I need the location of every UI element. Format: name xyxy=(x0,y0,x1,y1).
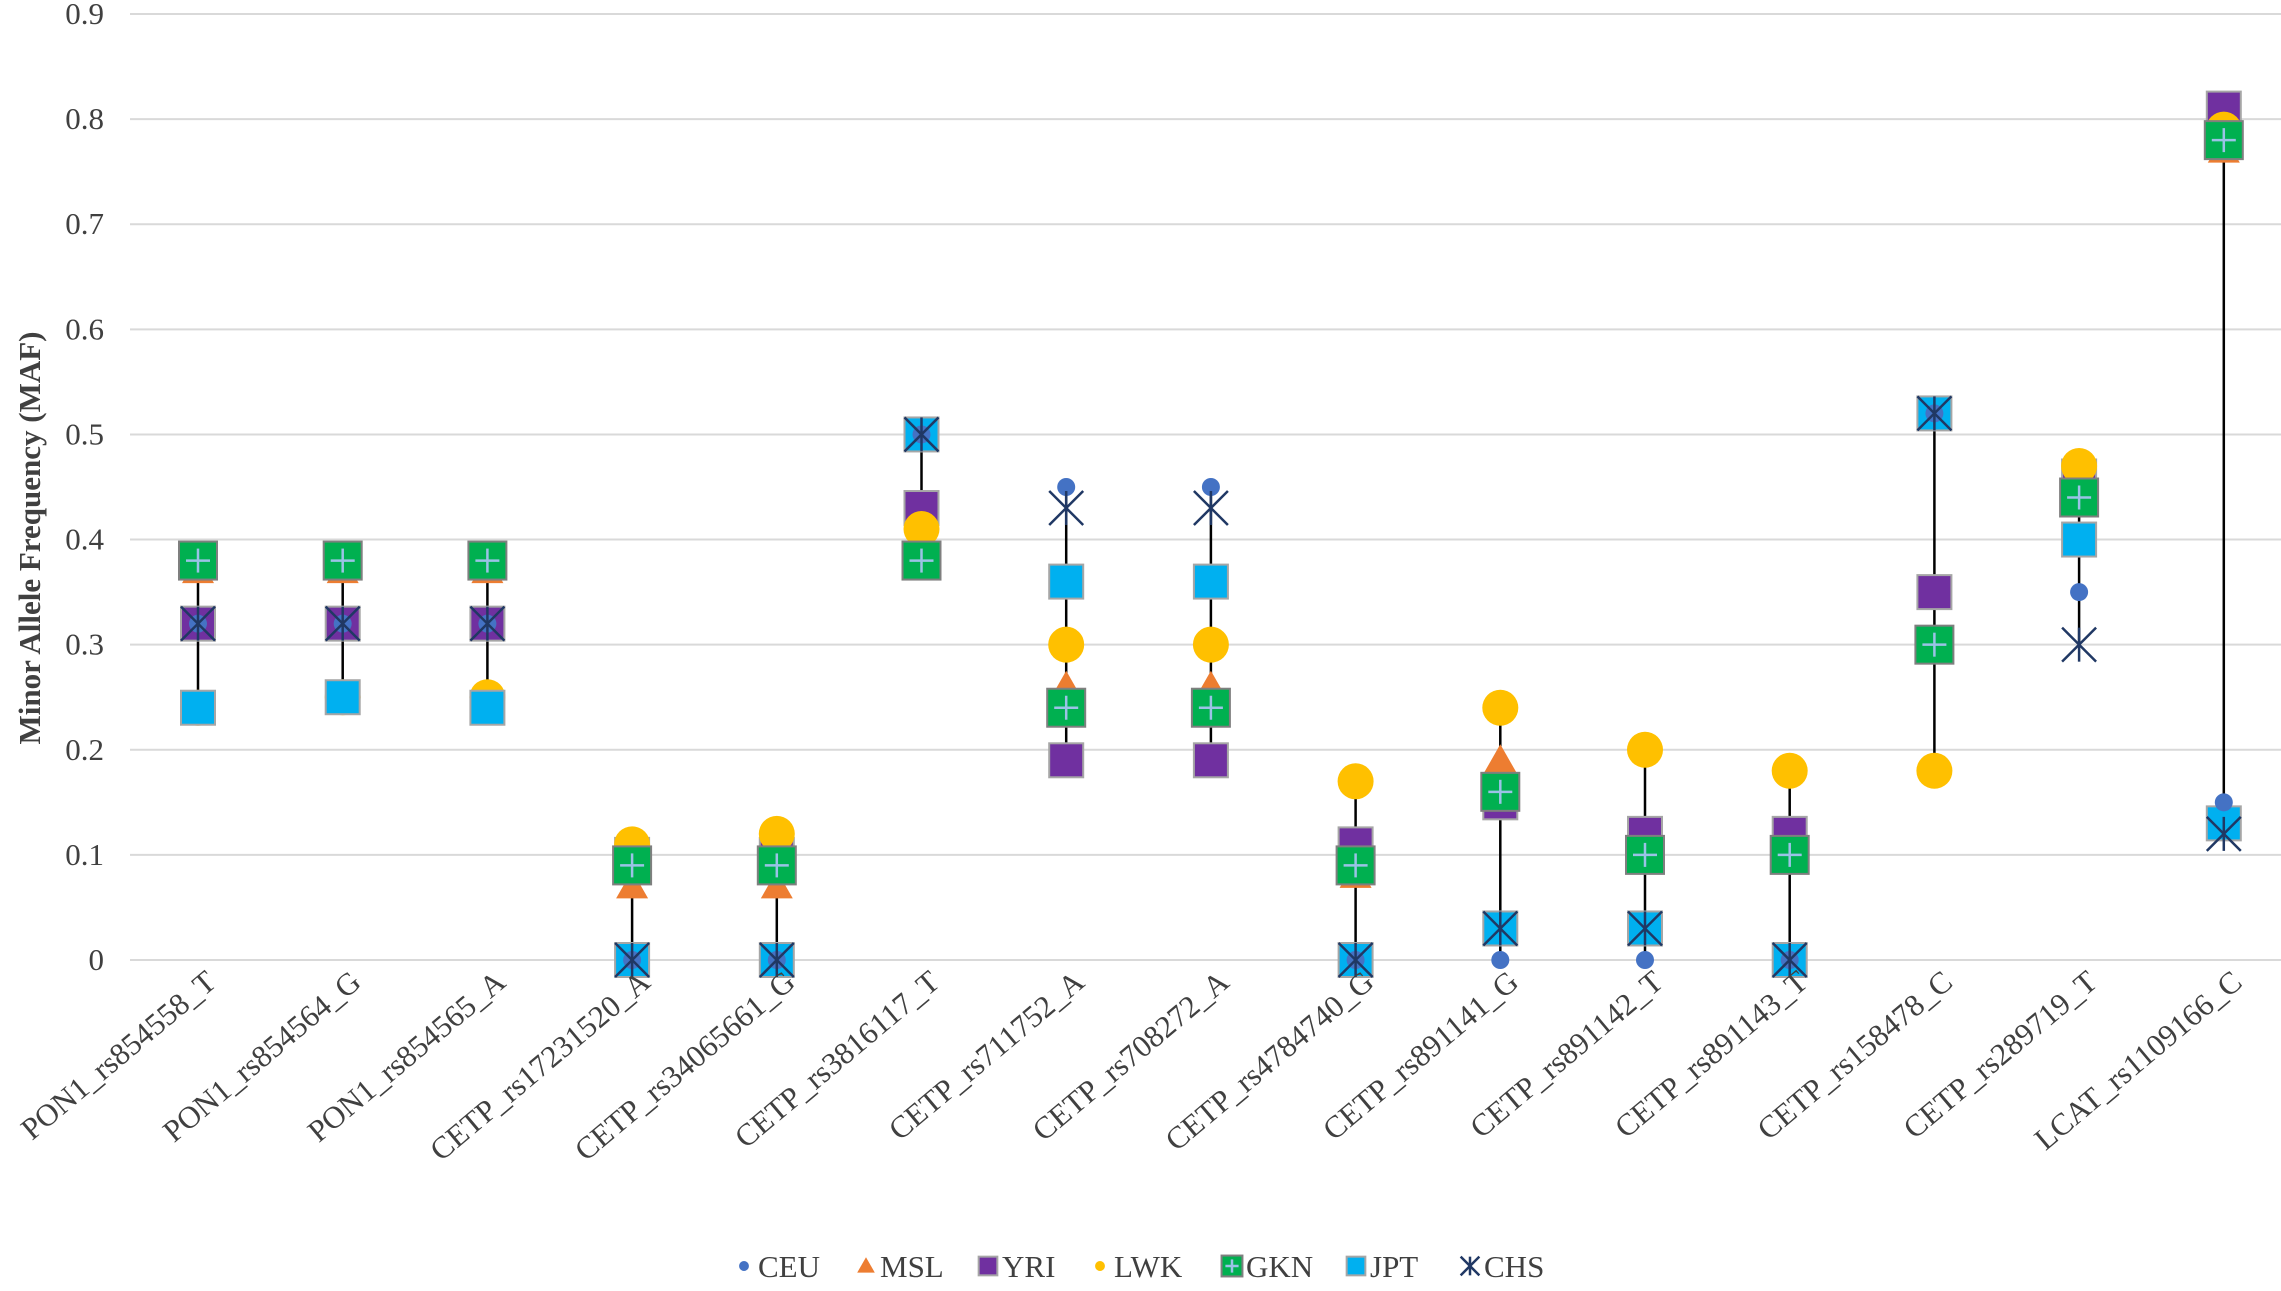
legend-marker-ceu xyxy=(739,1261,749,1271)
y-tick-label: 0.2 xyxy=(65,732,104,767)
legend-label: MSL xyxy=(880,1249,944,1284)
x-axis: PON1_rs854558_TPON1_rs854564_GPON1_rs854… xyxy=(14,963,2248,1167)
y-tick-label: 0.3 xyxy=(65,627,104,662)
marker-ceu xyxy=(2070,583,2089,602)
legend: CEU MSL YRI LWK GKN JPT CHS xyxy=(739,1249,1544,1284)
data-markers xyxy=(178,90,2244,978)
marker-gkn xyxy=(756,845,797,886)
legend-label: YRI xyxy=(1002,1249,1055,1284)
marker-lwk xyxy=(1048,626,1085,663)
y-tick-label: 0 xyxy=(89,942,105,977)
legend-label: GKN xyxy=(1246,1249,1313,1284)
y-tick-label: 0.7 xyxy=(65,206,104,241)
marker-chs xyxy=(758,942,795,978)
legend-marker-msl xyxy=(857,1257,875,1273)
marker-lwk xyxy=(1337,763,1374,800)
legend-label: CHS xyxy=(1484,1249,1544,1284)
marker-chs xyxy=(1627,910,1663,947)
legend-item-gkn: GKN xyxy=(1220,1249,1313,1284)
range-lines xyxy=(196,108,2226,960)
y-tick-label: 0.4 xyxy=(65,522,104,557)
marker-gkn xyxy=(612,845,653,886)
legend-marker-lwk xyxy=(1095,1261,1105,1271)
marker-jpt xyxy=(324,679,361,716)
y-axis: 0 0.1 0.2 0.3 0.4 0.5 0.6 0.7 0.8 0.9 xyxy=(65,0,104,977)
marker-jpt xyxy=(1192,563,1229,600)
marker-chs xyxy=(1193,490,1229,526)
marker-jpt xyxy=(2061,521,2098,558)
marker-gkn xyxy=(1914,624,1955,665)
y-tick-label: 0.6 xyxy=(65,311,104,346)
marker-chs xyxy=(469,605,506,642)
marker-gkn xyxy=(1046,687,1087,728)
marker-chs xyxy=(2061,626,2097,663)
marker-jpt xyxy=(180,689,216,726)
marker-ceu xyxy=(1491,951,1510,969)
marker-lwk xyxy=(2061,447,2098,484)
legend-item-chs: CHS xyxy=(1459,1249,1544,1284)
marker-gkn xyxy=(2059,477,2100,518)
marker-gkn xyxy=(1625,834,1665,875)
marker-lwk xyxy=(1192,626,1229,663)
marker-yri xyxy=(1048,742,1085,779)
legend-marker-yri xyxy=(977,1255,999,1277)
marker-yri xyxy=(1192,742,1229,779)
marker-lwk xyxy=(758,815,795,852)
marker-msl xyxy=(1484,744,1517,773)
marker-lwk xyxy=(1627,731,1663,768)
marker-gkn xyxy=(1769,834,1810,875)
marker-jpt xyxy=(1048,563,1085,600)
legend-label: JPT xyxy=(1370,1249,1418,1284)
marker-chs xyxy=(2205,815,2242,852)
marker-chs xyxy=(1916,395,1953,432)
marker-chs xyxy=(614,942,650,978)
y-tick-label: 0.1 xyxy=(65,837,104,872)
marker-ceu xyxy=(1057,478,1076,496)
legend-marker-jpt xyxy=(1345,1255,1367,1277)
marker-ceu xyxy=(2214,793,2233,812)
marker-ceu xyxy=(1636,951,1654,969)
marker-gkn xyxy=(1190,687,1231,728)
legend-item-lwk: LWK xyxy=(1095,1249,1183,1284)
marker-gkn xyxy=(901,540,942,581)
marker-yri xyxy=(1916,574,1953,611)
marker-gkn xyxy=(178,540,218,581)
marker-chs xyxy=(903,416,940,453)
marker-lwk xyxy=(1916,752,1953,789)
legend-item-msl: MSL xyxy=(857,1249,944,1284)
marker-chs xyxy=(180,605,216,642)
marker-chs xyxy=(1771,942,1808,978)
marker-gkn xyxy=(1335,845,1376,886)
legend-marker-chs xyxy=(1459,1255,1481,1277)
legend-marker-gkn xyxy=(1220,1254,1244,1278)
legend-item-ceu: CEU xyxy=(739,1249,820,1284)
legend-item-jpt: JPT xyxy=(1345,1249,1418,1284)
marker-gkn xyxy=(467,540,508,581)
marker-chs xyxy=(1048,490,1085,526)
y-axis-title: Minor Allele Frequency (MAF) xyxy=(12,332,47,745)
marker-gkn xyxy=(1480,771,1521,812)
marker-chs xyxy=(1482,910,1519,947)
y-tick-label: 0.8 xyxy=(65,101,104,136)
marker-chs xyxy=(324,605,361,642)
legend-item-yri: YRI xyxy=(977,1249,1055,1284)
legend-label: CEU xyxy=(758,1249,820,1284)
marker-jpt xyxy=(469,689,506,726)
y-tick-label: 0.5 xyxy=(65,416,104,451)
marker-lwk xyxy=(1771,752,1808,789)
marker-gkn xyxy=(322,540,363,581)
marker-chs xyxy=(1337,942,1374,978)
marker-gkn xyxy=(2203,120,2244,161)
marker-ceu xyxy=(1201,478,1220,496)
legend-label: LWK xyxy=(1114,1249,1183,1284)
y-tick-label: 0.9 xyxy=(65,0,104,31)
marker-lwk xyxy=(903,511,940,548)
marker-lwk xyxy=(1482,689,1519,726)
